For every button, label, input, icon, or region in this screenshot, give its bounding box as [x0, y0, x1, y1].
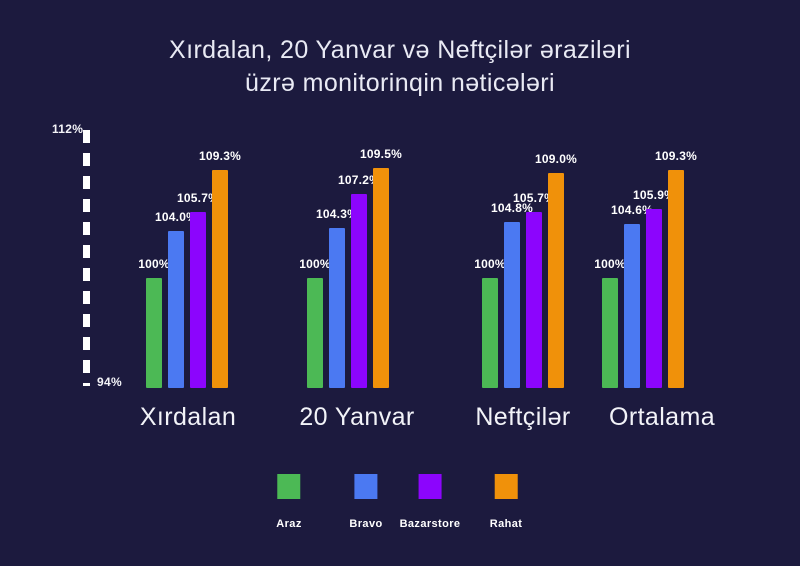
bar-value-label-rahat: 109.5%	[360, 146, 402, 161]
legend-item-araz: Araz	[276, 474, 301, 530]
bar-value-label-bravo: 104.8%	[491, 201, 533, 216]
bar-value-label-araz: 100%	[474, 256, 506, 271]
bar-araz: 100%	[594, 257, 626, 388]
y-axis-max-label: 112%	[52, 122, 84, 136]
legend-label-rahat: Rahat	[489, 518, 523, 530]
chart-title-line1: Xırdalan, 20 Yanvar və Neftçilər ərazilə…	[169, 36, 631, 64]
bar-bazarstore: 107.2%	[338, 173, 380, 388]
bar-value-label-bazarstore: 105.7%	[177, 190, 219, 205]
bar-bazarstore: 105.7%	[177, 191, 219, 388]
bar-value-label-bazarstore: 105.7%	[513, 190, 555, 205]
bar-araz: 100%	[474, 257, 506, 388]
bar-bravo: 104.0%	[155, 210, 197, 388]
legend-item-bravo: Bravo	[349, 474, 382, 530]
y-axis-min-label: 94%	[97, 375, 122, 389]
y-axis-dashed-line	[83, 130, 90, 386]
legend-swatch-araz	[277, 474, 301, 499]
bar-value-label-bravo: 104.6%	[611, 203, 653, 218]
bar-value-label-bazarstore: 105.9%	[633, 188, 675, 203]
bar-value-label-bravo: 104.3%	[316, 206, 358, 221]
bar-group-neft-il-r: 100% 104.8% 105.7% 109.0%	[474, 152, 577, 388]
bar-rahat: 109.3%	[199, 149, 241, 388]
bar-value-label-rahat: 109.3%	[199, 148, 241, 163]
bar-araz: 100%	[299, 257, 331, 388]
bar-araz: 100%	[138, 257, 170, 388]
bar-value-label-araz: 100%	[594, 256, 626, 271]
category-label-20-yanvar: 20 Yanvar	[299, 403, 415, 431]
bar-bravo: 104.6%	[611, 203, 653, 388]
legend-label-bravo: Bravo	[349, 518, 383, 530]
legend-item-bazarstore: Bazarstore	[400, 474, 461, 530]
chart-title: Xırdalan, 20 Yanvar və Neftçilər ərazilə…	[0, 34, 800, 100]
legend-swatch-rahat	[494, 474, 518, 499]
bar-value-label-bravo: 104.0%	[155, 210, 197, 225]
bar-value-label-araz: 100%	[299, 256, 331, 271]
legend-swatch-bravo	[354, 474, 378, 499]
bar-value-label-bazarstore: 107.2%	[338, 173, 380, 188]
bar-group-x-rdalan: 100% 104.0% 105.7% 109.3%	[138, 149, 241, 388]
bar-value-label-araz: 100%	[138, 256, 170, 271]
legend-item-rahat: Rahat	[490, 474, 523, 530]
bar-bravo: 104.8%	[491, 201, 533, 388]
legend-label-bazarstore: Bazarstore	[399, 518, 461, 530]
bar-value-label-rahat: 109.0%	[535, 152, 577, 167]
bar-bazarstore: 105.9%	[633, 188, 675, 388]
bar-bravo: 104.3%	[316, 207, 358, 388]
category-label-neft-il-r: Neftçilər	[475, 403, 571, 431]
bar-group-ortalama: 100% 104.6% 105.9% 109.3%	[594, 149, 697, 388]
bar-group-20-yanvar: 100% 104.3% 107.2% 109.5%	[299, 147, 402, 388]
category-label-x-rdalan: Xırdalan	[139, 403, 237, 431]
category-label-ortalama: Ortalama	[608, 403, 716, 431]
legend-swatch-bazarstore	[418, 474, 442, 499]
bar-bazarstore: 105.7%	[513, 191, 555, 388]
legend-label-araz: Araz	[276, 518, 302, 530]
bar-rahat: 109.0%	[535, 152, 577, 388]
chart-title-line2: üzrə monitorinqin nəticələri	[245, 69, 555, 97]
bar-rahat: 109.3%	[655, 149, 697, 388]
bar-value-label-rahat: 109.3%	[655, 148, 697, 163]
bar-rahat: 109.5%	[360, 147, 402, 388]
